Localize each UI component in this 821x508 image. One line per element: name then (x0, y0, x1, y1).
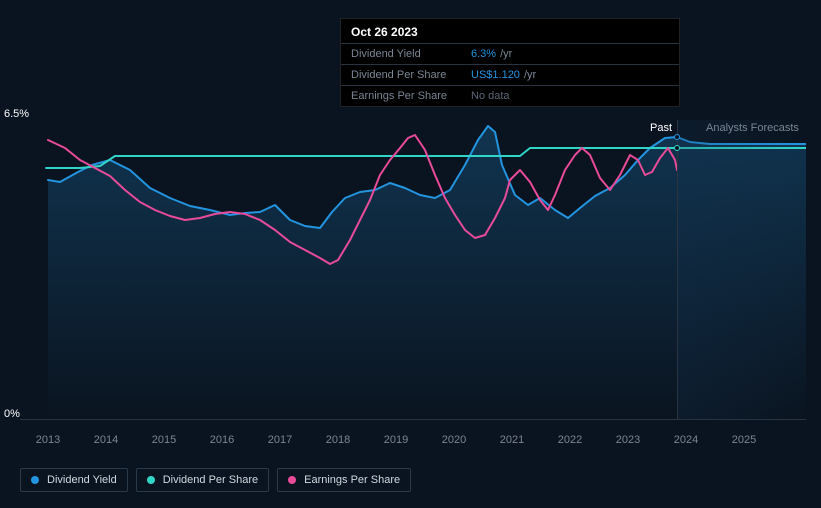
x-tick: 2022 (558, 434, 582, 446)
x-tick: 2025 (732, 434, 756, 446)
tooltip-row-value: US$1.120 (471, 69, 520, 81)
marker-dividend-yield (674, 134, 680, 140)
tooltip-row: Earnings Per ShareNo data (341, 85, 679, 106)
tooltip-row-value: No data (471, 90, 510, 102)
y-axis-max: 6.5% (4, 108, 29, 120)
legend: Dividend Yield Dividend Per Share Earnings… (20, 468, 411, 492)
tooltip-row-label: Dividend Per Share (351, 69, 471, 81)
tooltip-row-unit: /yr (500, 48, 512, 60)
x-tick: 2018 (326, 434, 350, 446)
legend-item[interactable]: Earnings Per Share (277, 468, 411, 492)
future-label: Analysts Forecasts (706, 122, 799, 134)
legend-dot-icon (288, 476, 296, 484)
x-tick: 2017 (268, 434, 292, 446)
x-tick: 2016 (210, 434, 234, 446)
x-tick: 2014 (94, 434, 118, 446)
x-axis: 2013 2014 2015 2016 2017 2018 2019 2020 2021 2022… (20, 434, 806, 450)
x-tick: 2013 (36, 434, 60, 446)
tooltip-row-label: Earnings Per Share (351, 90, 471, 102)
x-tick: 2020 (442, 434, 466, 446)
tooltip-row: Dividend Per ShareUS$1.120/yr (341, 64, 679, 85)
x-tick: 2024 (674, 434, 698, 446)
tooltip-panel: Oct 26 2023 Dividend Yield6.3%/yrDividen… (340, 18, 680, 107)
future-overlay (677, 120, 806, 420)
y-axis-min: 0% (4, 408, 20, 420)
tooltip-row-value: 6.3% (471, 48, 496, 60)
x-tick: 2023 (616, 434, 640, 446)
current-date-line (677, 120, 678, 420)
past-label: Past (650, 122, 672, 134)
legend-label: Dividend Yield (47, 474, 117, 486)
tooltip-row-label: Dividend Yield (351, 48, 471, 60)
legend-dot-icon (147, 476, 155, 484)
x-tick: 2015 (152, 434, 176, 446)
chart-plot-area[interactable]: Past Analysts Forecasts (20, 120, 806, 420)
legend-item[interactable]: Dividend Per Share (136, 468, 269, 492)
x-tick: 2021 (500, 434, 524, 446)
tooltip-date: Oct 26 2023 (341, 19, 679, 43)
legend-label: Earnings Per Share (304, 474, 400, 486)
marker-dividend-per-share (674, 145, 680, 151)
tooltip-row-unit: /yr (524, 69, 536, 81)
tooltip-row: Dividend Yield6.3% /yr (341, 43, 679, 64)
legend-label: Dividend Per Share (163, 474, 258, 486)
legend-item[interactable]: Dividend Yield (20, 468, 128, 492)
x-tick: 2019 (384, 434, 408, 446)
legend-dot-icon (31, 476, 39, 484)
